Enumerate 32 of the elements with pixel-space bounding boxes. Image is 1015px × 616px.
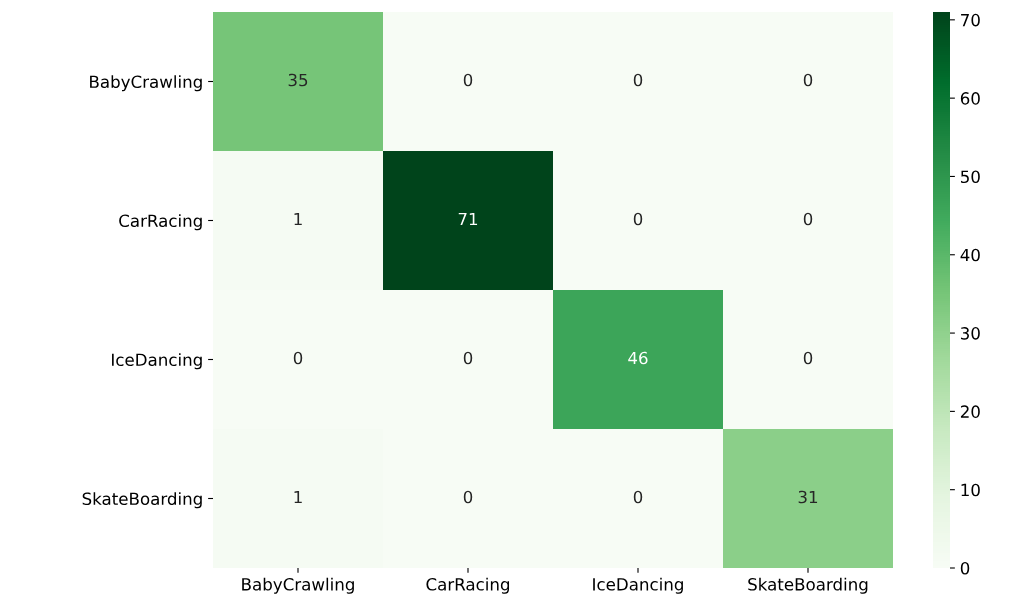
color-bar-label: 30 [960, 327, 980, 340]
data-label: 0 [803, 212, 813, 226]
color-bar-label: 40 [960, 248, 980, 262]
data-label: 0 [803, 351, 813, 365]
y-tick-label: CarRacing [119, 214, 202, 231]
color-bar-label: 20 [960, 405, 980, 418]
color-bar-label: 70 [961, 13, 980, 27]
data-label: 31 [798, 490, 818, 504]
y-tick-label: IceDancing [112, 353, 202, 370]
data-label: 1 [294, 490, 302, 504]
y-tick-label: BabyCrawling [90, 75, 202, 92]
data-label: 71 [458, 212, 478, 226]
color-bar-label: 50 [961, 170, 980, 184]
data-label: 0 [633, 73, 643, 87]
data-label: 0 [633, 212, 643, 226]
x-tick-label: BabyCrawling [242, 577, 354, 594]
data-label: 0 [463, 351, 473, 365]
color-bar-label: 60 [960, 92, 980, 105]
data-label: 1 [294, 212, 302, 226]
data-label: 46 [628, 351, 648, 365]
data-label: 0 [463, 490, 473, 504]
data-label: 0 [803, 73, 813, 87]
x-tick-label: CarRacing [426, 577, 510, 594]
data-label: 0 [463, 73, 473, 87]
data-label: 0 [293, 351, 303, 365]
y-tick-label: SkateBoarding [82, 492, 202, 509]
x-tick-label: IceDancing [593, 577, 683, 594]
color-bar-label: 0 [960, 561, 970, 575]
data-label: 0 [633, 490, 643, 504]
x-tick-label: SkateBoarding [748, 577, 868, 594]
data-label: 35 [288, 73, 308, 87]
color-bar-label: 10 [961, 483, 980, 497]
